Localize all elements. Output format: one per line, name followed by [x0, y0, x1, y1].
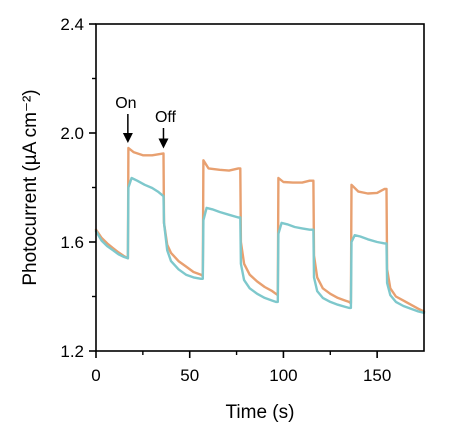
- y-tick-label: 1.6: [60, 233, 84, 252]
- annotation-layer: On Off: [115, 95, 177, 149]
- annotation-off-arrow-head: [158, 138, 169, 149]
- annotation-off-label: Off: [155, 109, 177, 126]
- y-tick-label: 2.4: [60, 15, 84, 34]
- x-tick-label: 0: [91, 366, 100, 385]
- x-tick-label: 100: [269, 366, 297, 385]
- annotation-on-arrow-head: [122, 132, 133, 143]
- y-tick-label: 2.0: [60, 124, 84, 143]
- series-line-orange: [94, 146, 426, 313]
- x-tick-label: 50: [180, 366, 199, 385]
- y-axis-title: Photocurrent (µA cm⁻²): [20, 89, 41, 285]
- plot-frame: [95, 23, 425, 352]
- series-line-teal: [94, 176, 426, 314]
- x-axis-title: Time (s): [226, 402, 295, 423]
- y-tick-label: 1.2: [60, 342, 84, 361]
- axes-layer: 1.2 1.6 2.0 2.4 0 50 100 150: [60, 15, 391, 385]
- annotation-on-label: On: [115, 95, 136, 112]
- x-tick-label: 150: [363, 366, 391, 385]
- series-layer: [94, 146, 426, 314]
